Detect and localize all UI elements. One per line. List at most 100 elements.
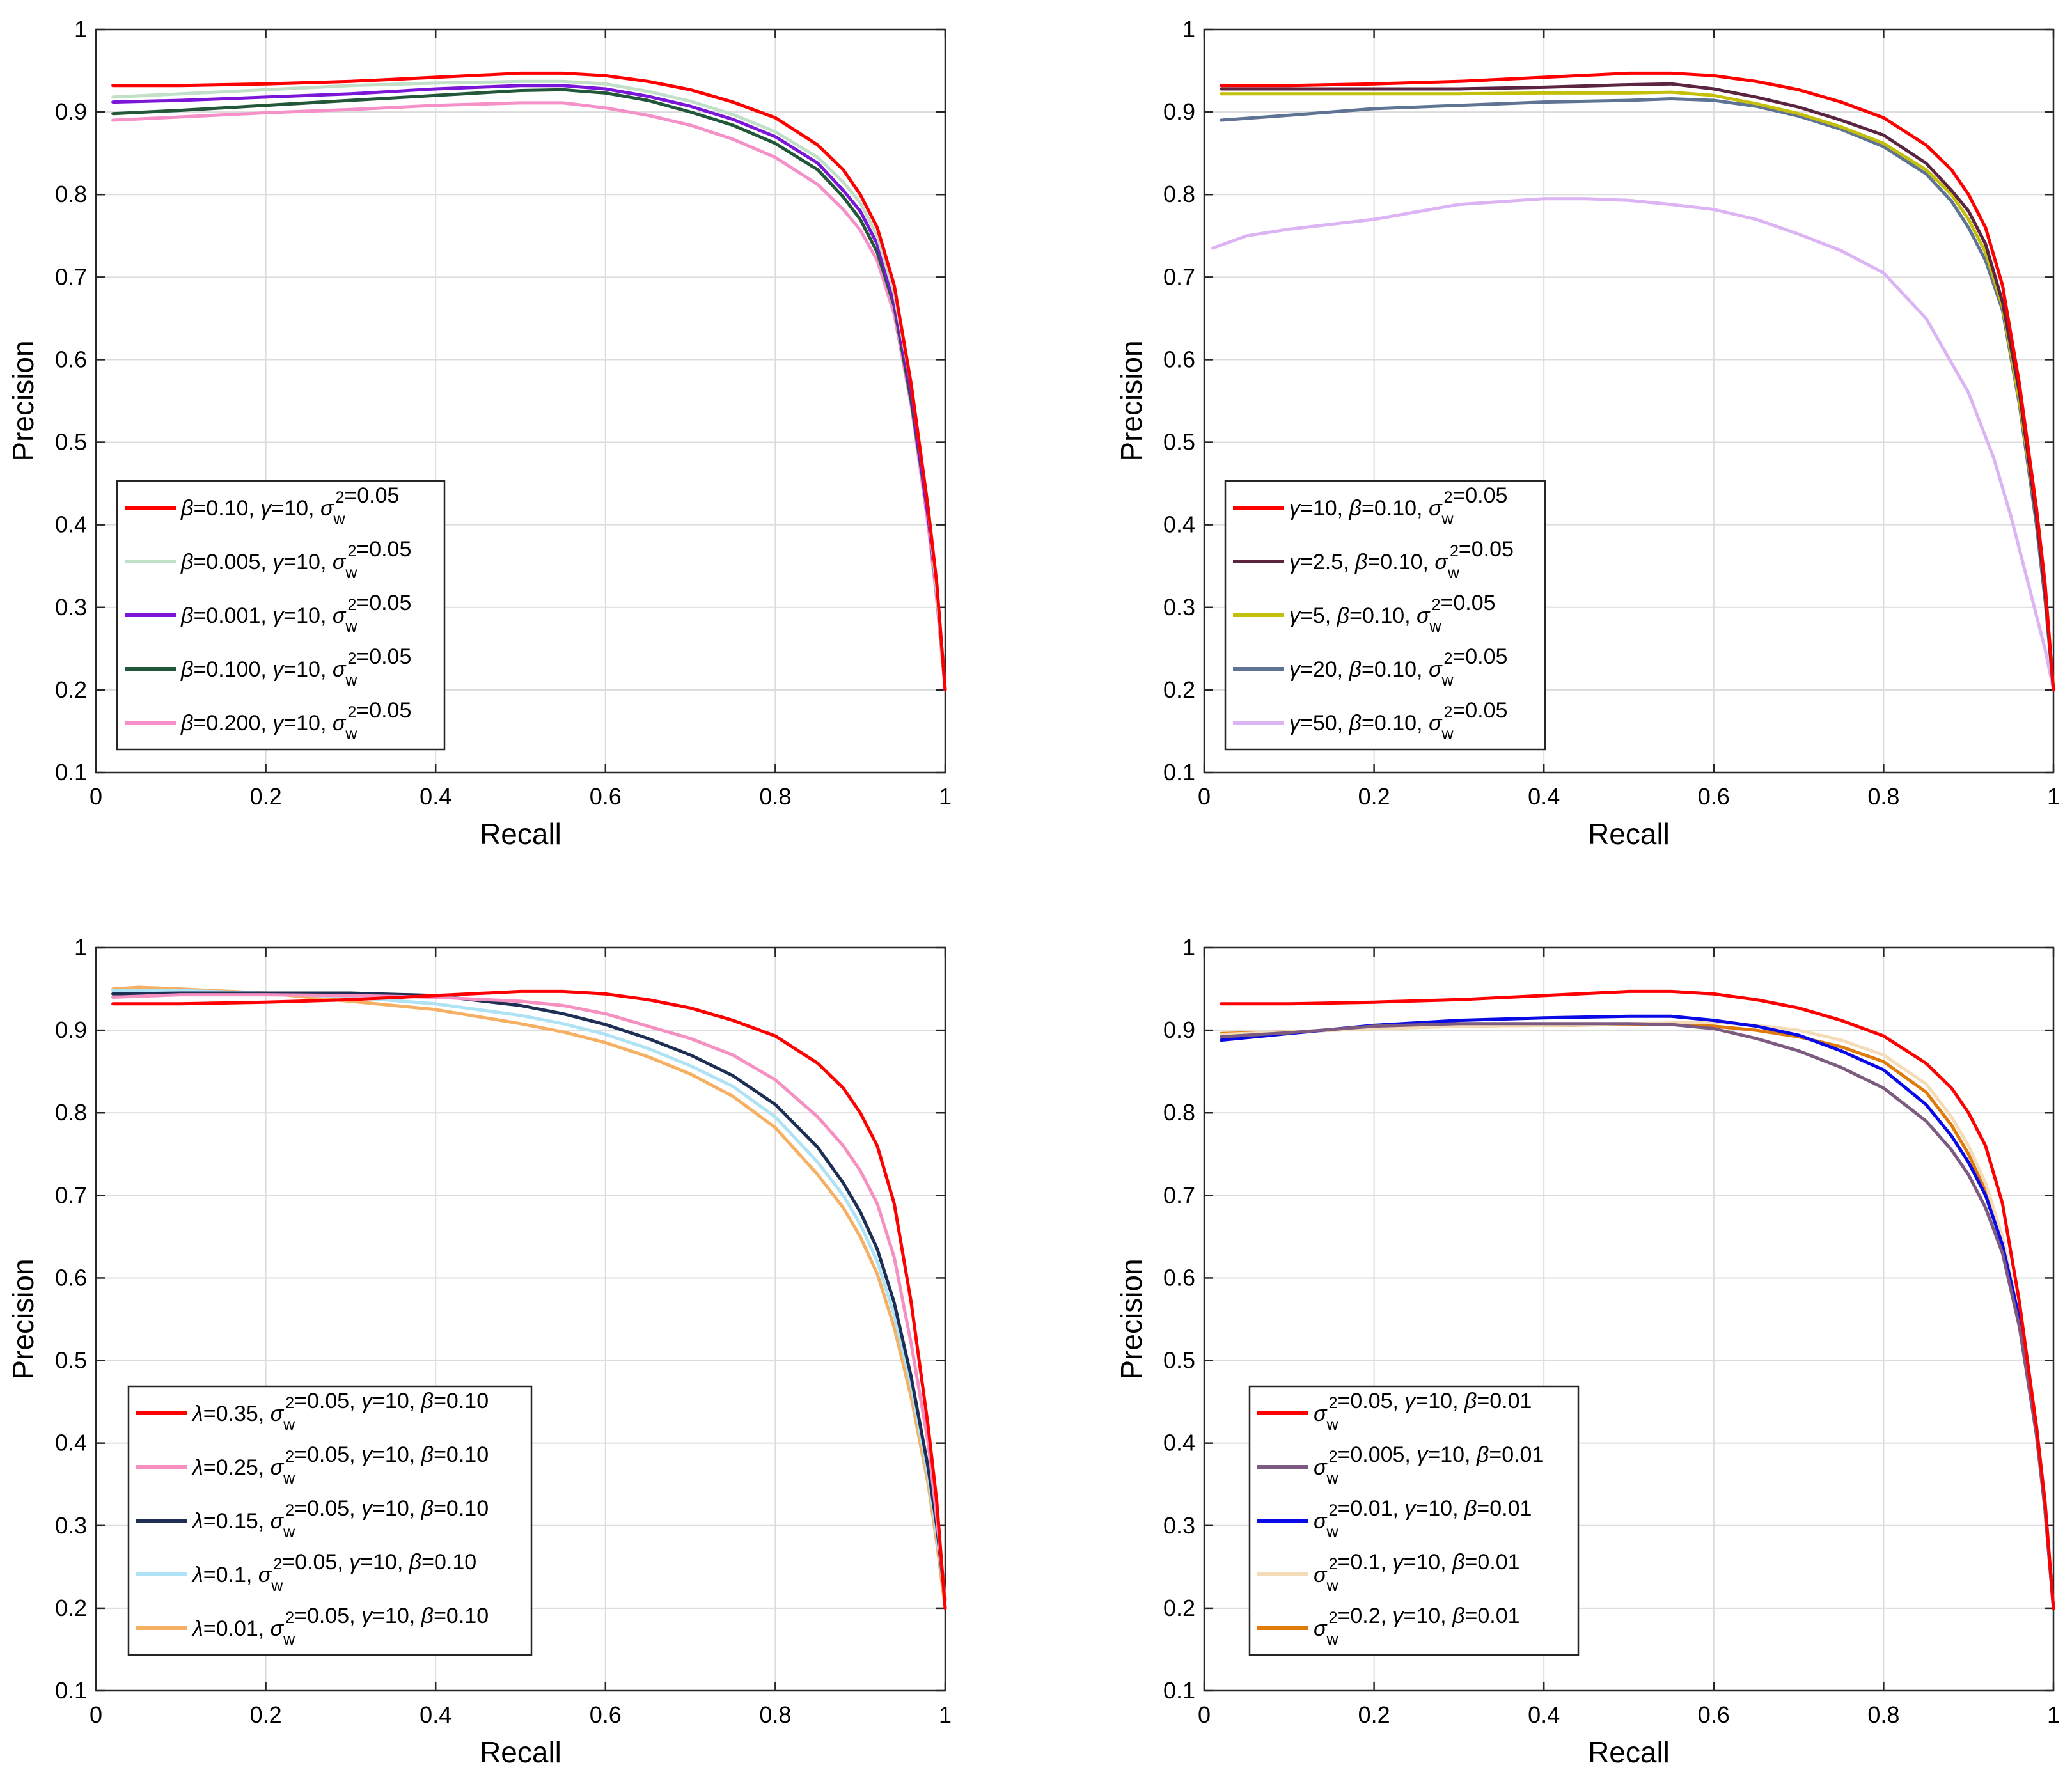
legend-text-segment: λ: [191, 1617, 203, 1641]
series-line-3: [1220, 1014, 2055, 1610]
x-axis-title: Recall: [1588, 817, 1670, 850]
legend-label-2: σw 2=0.005, γ=10, β=0.01: [1314, 1443, 1544, 1487]
legend-subscript: w: [283, 1631, 295, 1649]
x-axis-title: Recall: [480, 1736, 561, 1769]
legend-text-segment: =0.10: [434, 1389, 489, 1413]
y-tick-label: 0.8: [55, 1099, 87, 1125]
legend-text-segment: σ: [271, 1402, 285, 1426]
legend-text-segment: λ: [191, 1455, 203, 1480]
legend-text-segment: β: [1337, 604, 1349, 628]
y-tick-label: 0.8: [1163, 181, 1195, 207]
x-tick-label: 1: [2047, 1702, 2060, 1728]
legend-superscript: 2: [285, 1448, 294, 1466]
legend-superscript: 2: [1329, 1394, 1338, 1412]
legend-text-segment: =0.05,: [294, 1389, 361, 1413]
legend-text-segment: =0.05: [1452, 645, 1507, 669]
y-tick-label: 0.2: [1163, 677, 1195, 703]
y-axis-title: Precision: [6, 1258, 40, 1379]
legend-superscript: 2: [336, 489, 345, 506]
legend-text-segment: =10,: [372, 1496, 421, 1521]
legend-text-segment: =10,: [372, 1389, 421, 1413]
x-axis-title: Recall: [1588, 1736, 1670, 1769]
y-tick-label: 0.3: [55, 1512, 87, 1539]
legend: λ=0.35, σw2=0.05, γ=10, β=0.10λ=0.25, σw…: [127, 1385, 533, 1656]
axes-box: [1203, 28, 2055, 774]
legend-text-segment: σ: [271, 1455, 285, 1480]
chart-panel-2: 0 0.2 0.4 0.6 0.8 1 0.1 0.2 0.3 0.4 0.5 0.6 0.7 0.8 0.…: [1115, 16, 2060, 850]
legend-text-segment: =0.005,: [1337, 1443, 1417, 1467]
legend-label-2: γ=2.5, β=0.10, σw 2=0.05: [1289, 537, 1514, 582]
legend-superscript: 2: [347, 703, 356, 721]
legend-superscript: 2: [1444, 703, 1453, 721]
legend-text-segment: σ: [1429, 711, 1443, 735]
y-tick-label: 0.6: [1163, 1264, 1195, 1290]
legend-text-segment: β: [1354, 550, 1367, 574]
legend-text-segment: σ: [1417, 604, 1431, 628]
legend-text-segment: γ: [361, 1443, 373, 1467]
legend-text-segment: =0.05,: [294, 1443, 361, 1467]
legend-text-segment: =0.001,: [193, 604, 272, 628]
legend-text-segment: β: [1349, 711, 1362, 735]
legend-label-5: λ=0.01, σw 2=0.05, γ=10, β=0.10: [191, 1604, 489, 1649]
axes-box: [1203, 946, 2055, 1692]
legend-subscript: w: [1326, 1631, 1339, 1649]
y-tick-label: 1: [74, 16, 87, 42]
x-tick-label: 0.4: [420, 1702, 451, 1728]
legend-text-segment: σ: [258, 1563, 272, 1587]
legend-text-segment: =0.05: [356, 645, 411, 669]
y-tick-label: 0.2: [55, 677, 87, 703]
x-tick-label: 0.6: [1698, 1702, 1730, 1728]
legend-text-segment: γ: [361, 1496, 373, 1521]
x-axis-title: Recall: [480, 817, 561, 850]
chart-panel-3: 0 0.2 0.4 0.6 0.8 1 0.1 0.2 0.3 0.4 0.5 0.6 0.7 0.8 0.…: [6, 934, 952, 1769]
legend-text-segment: =0.05: [1459, 537, 1514, 561]
y-tick-label: 0.9: [55, 98, 87, 125]
legend-text-segment: γ: [1289, 550, 1301, 574]
legend-subscript: w: [1441, 510, 1454, 528]
legend-text-segment: σ: [1429, 657, 1443, 682]
legend: β=0.10, γ=10, σw2=0.05β=0.005, γ=10, σw2…: [116, 480, 446, 751]
x-tick-label: 0.8: [1867, 783, 1899, 810]
y-tick-label: 0.7: [1163, 263, 1195, 290]
legend-superscript: 2: [285, 1501, 294, 1519]
legend-text-segment: =10,: [372, 1604, 421, 1628]
legend-subscript: w: [1441, 725, 1454, 743]
legend-text-segment: =0.01: [1465, 1550, 1520, 1574]
legend-label-2: β=0.005, γ=10, σw 2=0.05: [180, 537, 411, 582]
legend-label-5: σw 2=0.2, γ=10, β=0.01: [1314, 1604, 1520, 1649]
series-line-5: [111, 985, 947, 1610]
y-tick-label: 0.3: [1163, 594, 1195, 620]
legend-text-segment: =10,: [1415, 1389, 1464, 1413]
x-tick-label: 0.4: [1528, 783, 1560, 810]
legend-text-segment: =10,: [1427, 1443, 1477, 1467]
legend-superscript: 2: [1444, 650, 1453, 668]
legend-text-segment: λ: [191, 1563, 203, 1587]
legend-text-segment: β: [1452, 1550, 1464, 1574]
legend-subscript: w: [345, 618, 357, 636]
x-tick-label: 0: [1198, 783, 1211, 810]
series-line-1: [111, 989, 947, 1610]
series-line-1: [1220, 71, 2055, 692]
y-tick-label: 0.5: [55, 1347, 87, 1374]
legend-text-segment: =0.01: [1477, 1389, 1532, 1413]
chart-panel-4: 0 0.2 0.4 0.6 0.8 1 0.1 0.2 0.3 0.4 0.5 0.6 0.7 0.8 0.…: [1115, 934, 2060, 1769]
legend-label-1: γ=10, β=0.10, σw 2=0.05: [1289, 483, 1507, 528]
legend-superscript: 2: [1329, 1501, 1338, 1519]
series-line-2: [1220, 1022, 2055, 1610]
legend-label-3: γ=5, β=0.10, σw 2=0.05: [1289, 591, 1496, 636]
legend-text-segment: σ: [333, 657, 347, 682]
legend-text-segment: =0.10: [434, 1496, 489, 1521]
legend-superscript: 2: [1329, 1448, 1338, 1466]
legend-text-segment: γ: [1289, 604, 1301, 628]
legend-text-segment: γ: [361, 1604, 373, 1628]
y-tick-label: 0.8: [1163, 1099, 1195, 1125]
legend-label-3: σw 2=0.01, γ=10, β=0.01: [1314, 1496, 1532, 1541]
legend-superscript: 2: [285, 1394, 294, 1412]
legend-text-segment: =0.005,: [193, 550, 272, 574]
x-tick-label: 0: [1198, 1702, 1211, 1728]
series-lines: [1220, 989, 2055, 1610]
legend-text-segment: γ: [349, 1550, 361, 1574]
legend-text-segment: β: [180, 550, 193, 574]
y-tick-label: 1: [1182, 16, 1195, 42]
